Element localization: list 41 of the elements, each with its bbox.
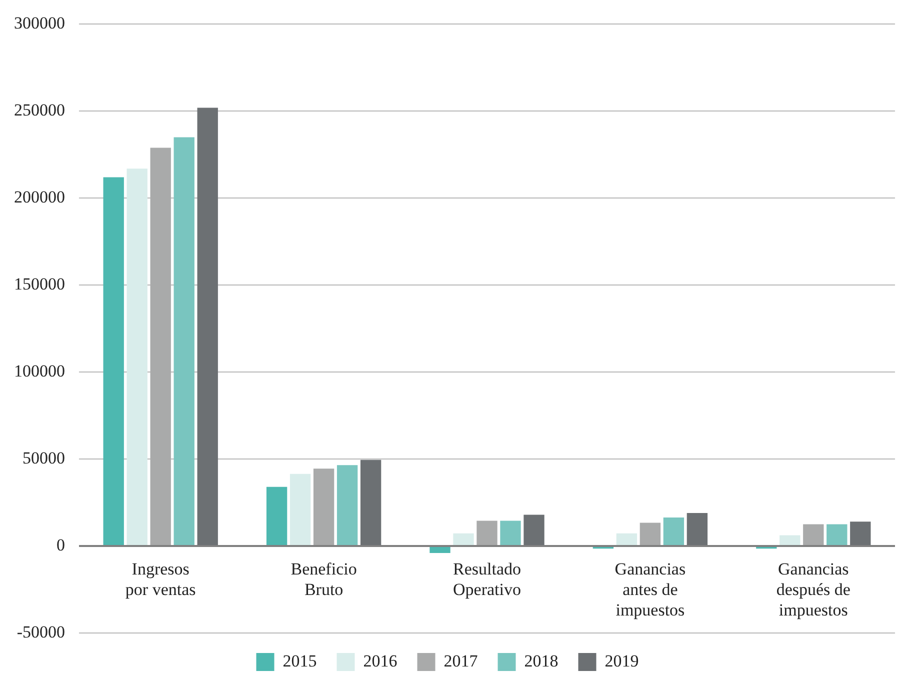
bar — [524, 514, 544, 546]
bar — [500, 520, 521, 546]
bar — [103, 177, 124, 546]
legend-label: 2015 — [282, 651, 317, 670]
legend-label: 2018 — [524, 651, 558, 670]
bar — [197, 108, 218, 546]
legend-label: 2019 — [604, 651, 639, 670]
bar — [686, 512, 708, 546]
y-tick-label: 200000 — [14, 188, 65, 207]
y-tick-label: -50000 — [16, 622, 65, 642]
bar — [150, 148, 171, 546]
y-tick-label: 0 — [56, 535, 65, 554]
x-tick-label: Beneficio Bruto — [290, 560, 357, 600]
bar — [313, 468, 334, 546]
x-tick-label: Ganancias después de impuestos — [776, 560, 850, 620]
bar — [290, 474, 311, 546]
bar — [430, 547, 450, 553]
bar — [336, 465, 358, 546]
bar — [453, 533, 474, 546]
bar — [266, 486, 288, 546]
x-tick-label: Ingresos por ventas — [125, 560, 196, 600]
x-tick-label: Resultado Operativo — [453, 560, 521, 600]
bar — [174, 137, 194, 546]
x-tick-label: Ganancias antes de impuestos — [614, 560, 686, 620]
bar — [663, 518, 684, 546]
bar — [850, 522, 871, 546]
legend-label: 2017 — [444, 651, 478, 670]
y-tick-label: 300000 — [14, 14, 65, 33]
legend-label: 2016 — [363, 651, 398, 670]
bar — [640, 522, 661, 546]
bar — [803, 524, 824, 546]
y-tick-label: 250000 — [14, 100, 65, 120]
y-tick-label: 50000 — [22, 448, 65, 468]
bar — [360, 460, 382, 546]
bar — [826, 524, 848, 546]
bar — [780, 535, 800, 546]
bar — [616, 533, 638, 546]
y-tick-label: 150000 — [14, 274, 65, 294]
bar — [126, 168, 148, 546]
bar — [476, 520, 498, 546]
y-tick-label: 100000 — [14, 362, 65, 381]
